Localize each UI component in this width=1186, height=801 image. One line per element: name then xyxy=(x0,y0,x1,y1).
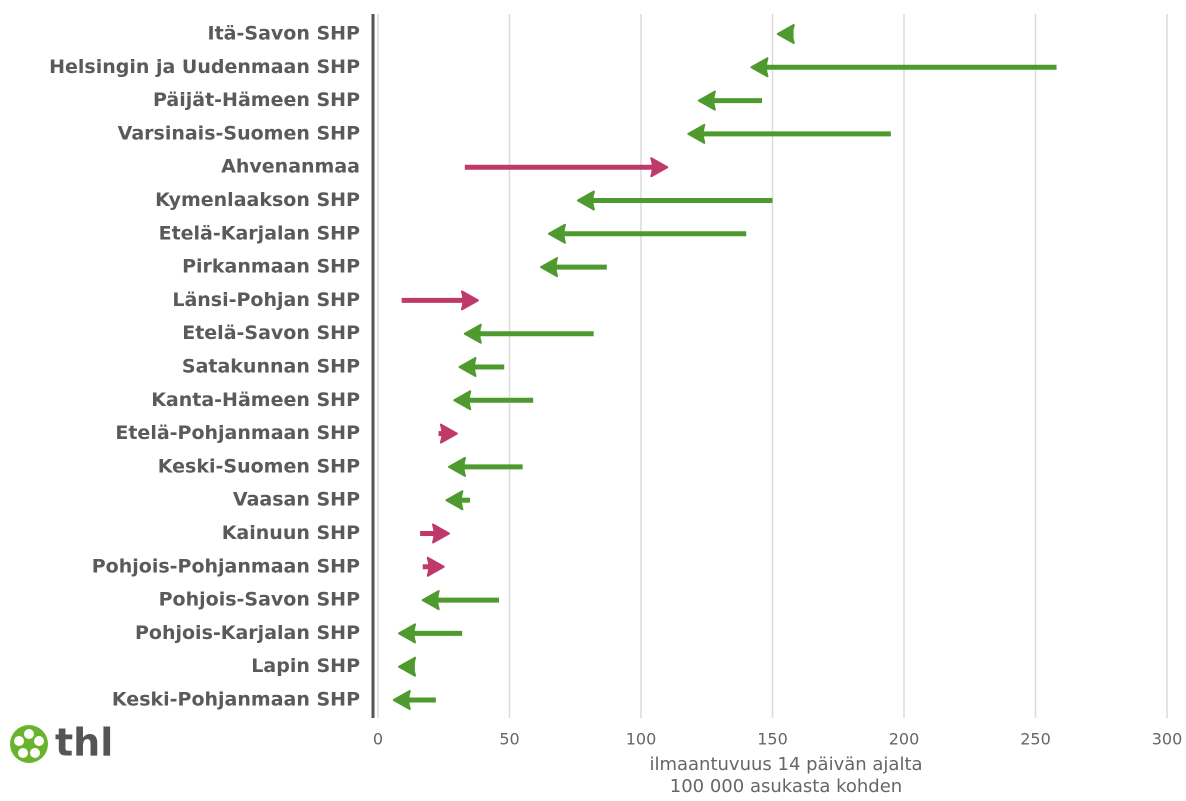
y-tick-label: Kanta-Hämeen SHP xyxy=(151,389,360,411)
y-tick-label: Päijät-Hämeen SHP xyxy=(153,89,360,111)
y-tick-label: Kymenlaakson SHP xyxy=(155,189,360,211)
arrow-head xyxy=(398,656,417,677)
arrow-head xyxy=(697,90,716,111)
x-tick-label: 100 xyxy=(626,730,657,749)
x-tick-label: 300 xyxy=(1152,730,1183,749)
y-tick-label: Pohjois-Savon SHP xyxy=(159,589,360,611)
y-tick-label: Pohjois-Karjalan SHP xyxy=(135,622,360,644)
y-tick-label: Etelä-Karjalan SHP xyxy=(159,222,360,244)
arrow-head xyxy=(547,223,566,244)
y-tick-label: Kainuun SHP xyxy=(222,522,360,544)
y-tick-label: Etelä-Savon SHP xyxy=(182,322,360,344)
x-axis-label: ilmaantuvuus 14 päivän ajalta xyxy=(649,754,922,775)
x-axis-label: 100 000 asukasta kohden xyxy=(670,776,902,797)
arrow-head xyxy=(448,456,467,477)
logo-text: thl xyxy=(55,721,113,765)
arrow-head xyxy=(687,123,706,144)
arrow-head xyxy=(458,357,477,377)
arrow-head xyxy=(426,556,445,577)
logo-icon xyxy=(10,725,48,763)
arrow-head xyxy=(445,490,464,511)
y-tick-label: Lapin SHP xyxy=(251,655,360,677)
x-tick-label: 50 xyxy=(499,730,519,749)
y-tick-label: Etelä-Pohjanmaan SHP xyxy=(115,422,360,444)
y-tick-label: Helsingin ja Uudenmaan SHP xyxy=(49,56,360,78)
arrow-head xyxy=(750,57,769,78)
arrow-head xyxy=(776,24,795,44)
y-tick-label: Varsinais-Suomen SHP xyxy=(118,122,360,144)
arrow-head xyxy=(453,390,472,411)
x-tick-label: 250 xyxy=(1020,730,1051,749)
arrow-head xyxy=(460,290,479,311)
arrow-head xyxy=(392,690,411,710)
y-tick-label: Ahvenanmaa xyxy=(221,156,360,178)
y-tick-label: Satakunnan SHP xyxy=(182,356,360,378)
y-tick-label: Länsi-Pohjan SHP xyxy=(172,289,360,311)
arrow-head xyxy=(576,190,595,211)
arrow-head xyxy=(463,323,482,344)
y-tick-label: Keski-Suomen SHP xyxy=(158,455,360,477)
arrow-head xyxy=(398,623,417,644)
y-tick-label: Pirkanmaan SHP xyxy=(182,256,360,278)
arrow-head xyxy=(432,523,451,544)
arrow-head xyxy=(421,590,440,611)
y-tick-label: Pohjois-Pohjanmaan SHP xyxy=(92,555,360,577)
y-tick-label: Vaasan SHP xyxy=(233,489,360,511)
arrow-head xyxy=(540,257,559,278)
arrow-head xyxy=(650,157,669,178)
x-tick-label: 200 xyxy=(889,730,920,749)
y-tick-label: Itä-Savon SHP xyxy=(208,23,361,45)
x-tick-label: 0 xyxy=(373,730,383,749)
x-tick-label: 150 xyxy=(757,730,788,749)
arrow-head xyxy=(439,423,458,444)
y-tick-label: Keski-Pohjanmaan SHP xyxy=(112,689,360,711)
